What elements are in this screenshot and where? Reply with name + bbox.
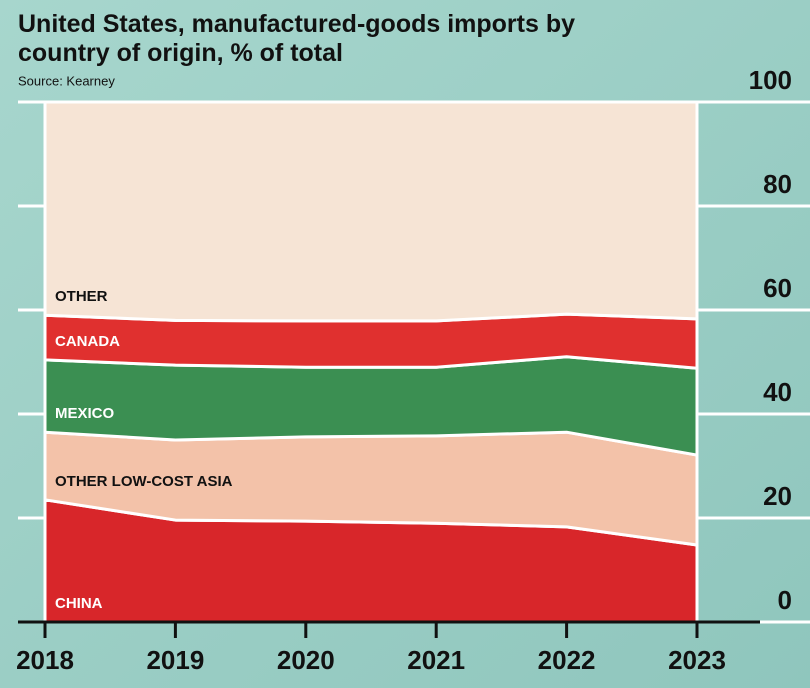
y-tick-label: 80 <box>763 169 792 199</box>
series-label: CANADA <box>55 333 120 350</box>
x-tick-label: 2018 <box>16 645 74 675</box>
y-tick-label: 20 <box>763 481 792 511</box>
y-tick-label: 60 <box>763 273 792 303</box>
series-label: MEXICO <box>55 405 115 422</box>
x-tick-label: 2020 <box>277 645 335 675</box>
areas <box>43 100 699 624</box>
y-tick-label: 40 <box>763 377 792 407</box>
series-label: OTHER <box>55 288 108 305</box>
series-label: CHINA <box>55 595 103 612</box>
x-tick-label: 2019 <box>146 645 204 675</box>
y-tick-label: 100 <box>749 65 792 95</box>
y-tick-label: 0 <box>778 585 792 615</box>
chart-subtitle: Source: Kearney <box>18 73 115 88</box>
area <box>43 100 699 323</box>
x-tick-label: 2022 <box>538 645 596 675</box>
x-tick-label: 2023 <box>668 645 726 675</box>
title-box: United States, manufactured-goods import… <box>18 10 576 67</box>
x-tick-label: 2021 <box>407 645 465 675</box>
series-label: OTHER LOW-COST ASIA <box>55 473 233 490</box>
chart-title: United States, manufactured-goods import… <box>18 10 576 67</box>
foreground: 0 20 40 60 80 100 CHINA OTHER LOW-COST ASIA MEXI… <box>16 65 792 675</box>
